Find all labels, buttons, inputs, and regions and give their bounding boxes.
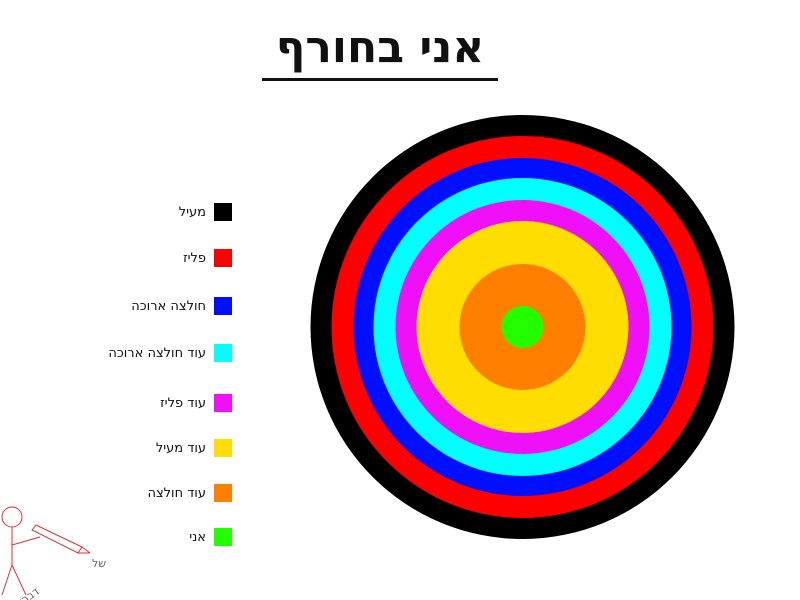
ring-7	[501, 306, 544, 348]
legend-swatch	[214, 484, 232, 502]
legend-swatch	[214, 439, 232, 457]
svg-text:דברים: דברים	[11, 585, 42, 600]
legend-item: עוד מעיל	[156, 438, 232, 458]
logo-text: גרפים של	[92, 557, 110, 570]
legend-label: מעיל	[178, 204, 206, 220]
legend-swatch	[214, 394, 232, 412]
legend-label: עוד חולצה	[147, 485, 206, 501]
legend-label: עוד פליז	[160, 395, 206, 411]
legend-swatch	[214, 528, 232, 546]
legend-item: עוד חולצה ארוכה	[108, 343, 232, 363]
legend-label: פליז	[183, 250, 206, 266]
chart-title: אני בחורף	[275, 22, 485, 73]
legend-swatch	[214, 203, 232, 221]
logo: גרפים של דברים	[1, 506, 110, 600]
title-underline	[262, 78, 498, 81]
legend-item: פליז	[183, 248, 232, 268]
legend-item: עוד פליז	[160, 393, 232, 413]
legend-label: עוד מעיל	[155, 440, 206, 456]
legend-label: חולצה ארוכה	[131, 298, 206, 314]
legend-swatch	[214, 344, 232, 362]
legend-item: אני	[189, 527, 232, 547]
legend-item: מעיל	[179, 202, 232, 222]
legend-label: אני	[189, 529, 206, 545]
legend-item: חולצה ארוכה	[131, 296, 232, 316]
legend-item: עוד חולצה	[147, 483, 232, 503]
legend-swatch	[214, 297, 232, 315]
legend-label: עוד חולצה ארוכה	[108, 345, 206, 361]
legend-swatch	[214, 249, 232, 267]
